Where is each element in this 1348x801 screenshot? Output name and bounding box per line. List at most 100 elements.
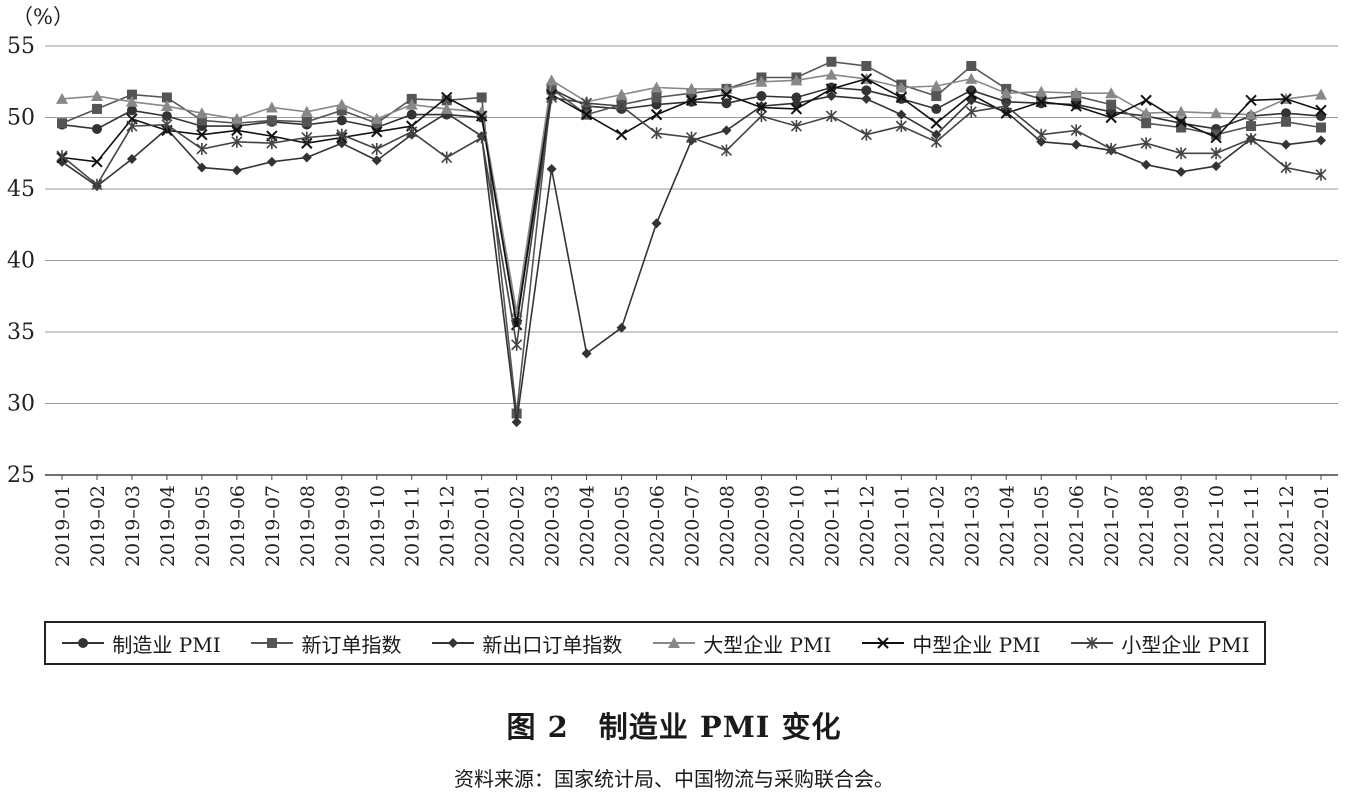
y-tick-label: 45 (7, 177, 35, 202)
data-point (440, 102, 453, 114)
data-point (371, 155, 382, 166)
legend-label: 新订单指数 (301, 632, 402, 657)
data-point (196, 162, 207, 173)
x-tick-label: 2021–10 (1206, 485, 1228, 567)
data-point (1316, 135, 1326, 146)
x-tick-label: 2020–08 (716, 485, 738, 567)
x-tick-label: 2021–05 (1031, 485, 1053, 567)
data-point (1245, 108, 1258, 120)
data-point (370, 112, 383, 124)
data-point (1281, 139, 1292, 150)
x-tick-label: 2020–06 (647, 485, 669, 567)
data-point (91, 103, 102, 114)
x-tick-label: 2020–01 (472, 485, 494, 567)
data-point (301, 131, 313, 144)
data-point (161, 92, 172, 103)
legend-label: 新出口订单指数 (482, 632, 623, 657)
data-point (1176, 166, 1187, 177)
data-point (965, 72, 978, 84)
x-tick-label: 2019–06 (227, 485, 249, 567)
y-tick-label: 25 (7, 463, 35, 488)
y-tick-label: 55 (7, 34, 35, 59)
data-point (1105, 111, 1117, 124)
data-point (1280, 93, 1292, 105)
data-point (756, 101, 767, 112)
data-point (231, 124, 243, 137)
series-2 (57, 56, 1326, 419)
data-point (1280, 161, 1292, 174)
x-tick-label: 2020–10 (786, 485, 808, 567)
x-tick-label: 2019–08 (297, 485, 319, 567)
legend-label: 大型企业 PMI (703, 632, 832, 657)
data-point (266, 137, 278, 150)
legend-label: 小型企业 PMI (1121, 632, 1250, 657)
data-point (721, 98, 732, 109)
data-point (861, 61, 872, 72)
data-point (1105, 142, 1117, 155)
data-point (126, 153, 137, 164)
x-tick-label: 2021–04 (996, 485, 1018, 567)
data-point (476, 92, 487, 103)
x-tick-label: 2019–03 (122, 485, 144, 567)
data-point (615, 100, 628, 113)
data-point (685, 82, 698, 94)
x-tick-label: 2019–07 (262, 485, 284, 567)
data-point (756, 91, 767, 102)
legend-marker (668, 637, 681, 648)
data-point (301, 116, 312, 127)
data-point (1175, 116, 1187, 128)
data-point (91, 123, 102, 134)
legend-swatch (60, 633, 106, 653)
data-point (931, 91, 942, 102)
data-point (1070, 124, 1082, 137)
series-5 (56, 73, 1327, 331)
data-point (336, 128, 348, 141)
data-point (1315, 168, 1327, 181)
data-point (615, 128, 628, 141)
data-point (161, 111, 172, 122)
x-tick-label: 2021–12 (1276, 485, 1298, 567)
data-point (755, 75, 768, 87)
x-tick-label: 2019–10 (367, 485, 389, 567)
x-tick-label: 2021–09 (1171, 485, 1193, 567)
data-point (56, 150, 68, 163)
legend-item-1: 制造业 PMI (60, 629, 221, 658)
data-point (511, 417, 522, 428)
data-point (755, 101, 768, 114)
legend-marker (267, 638, 278, 648)
x-tick-label: 2019–04 (157, 485, 179, 567)
data-point (581, 348, 592, 359)
x-tick-label: 2021–08 (1136, 485, 1158, 567)
data-point (546, 91, 558, 104)
data-point (125, 95, 138, 107)
legend-marker (877, 637, 889, 649)
data-point (545, 74, 558, 86)
data-point (580, 108, 593, 121)
data-point (1140, 107, 1153, 119)
data-point (685, 94, 698, 107)
data-point (616, 322, 627, 333)
figure-source: 资料来源：国家统计局、中国物流与采购联合会。 (454, 767, 894, 791)
data-point (720, 144, 733, 157)
x-tick-label: 2022–01 (1311, 485, 1333, 567)
data-point (161, 118, 173, 131)
data-point (791, 92, 802, 103)
x-tick-label: 2021–11 (1241, 485, 1263, 567)
data-point (965, 88, 977, 101)
legend-swatch (651, 633, 697, 653)
x-tick-label: 2021–02 (926, 485, 948, 567)
data-point (1245, 132, 1257, 145)
data-point (126, 105, 137, 116)
data-point (1035, 85, 1048, 97)
data-point (1000, 100, 1012, 113)
legend-item-3: 新出口订单指数 (430, 629, 622, 658)
data-point (581, 97, 593, 110)
data-point (1315, 104, 1327, 117)
legend-marker (448, 638, 459, 648)
data-point (826, 91, 837, 102)
data-point (1071, 139, 1082, 150)
x-tick-label: 2021–07 (1101, 485, 1123, 567)
series-line (61, 73, 1322, 313)
data-point (406, 125, 418, 138)
legend-item-5: 中型企业 PMI (860, 629, 1040, 658)
